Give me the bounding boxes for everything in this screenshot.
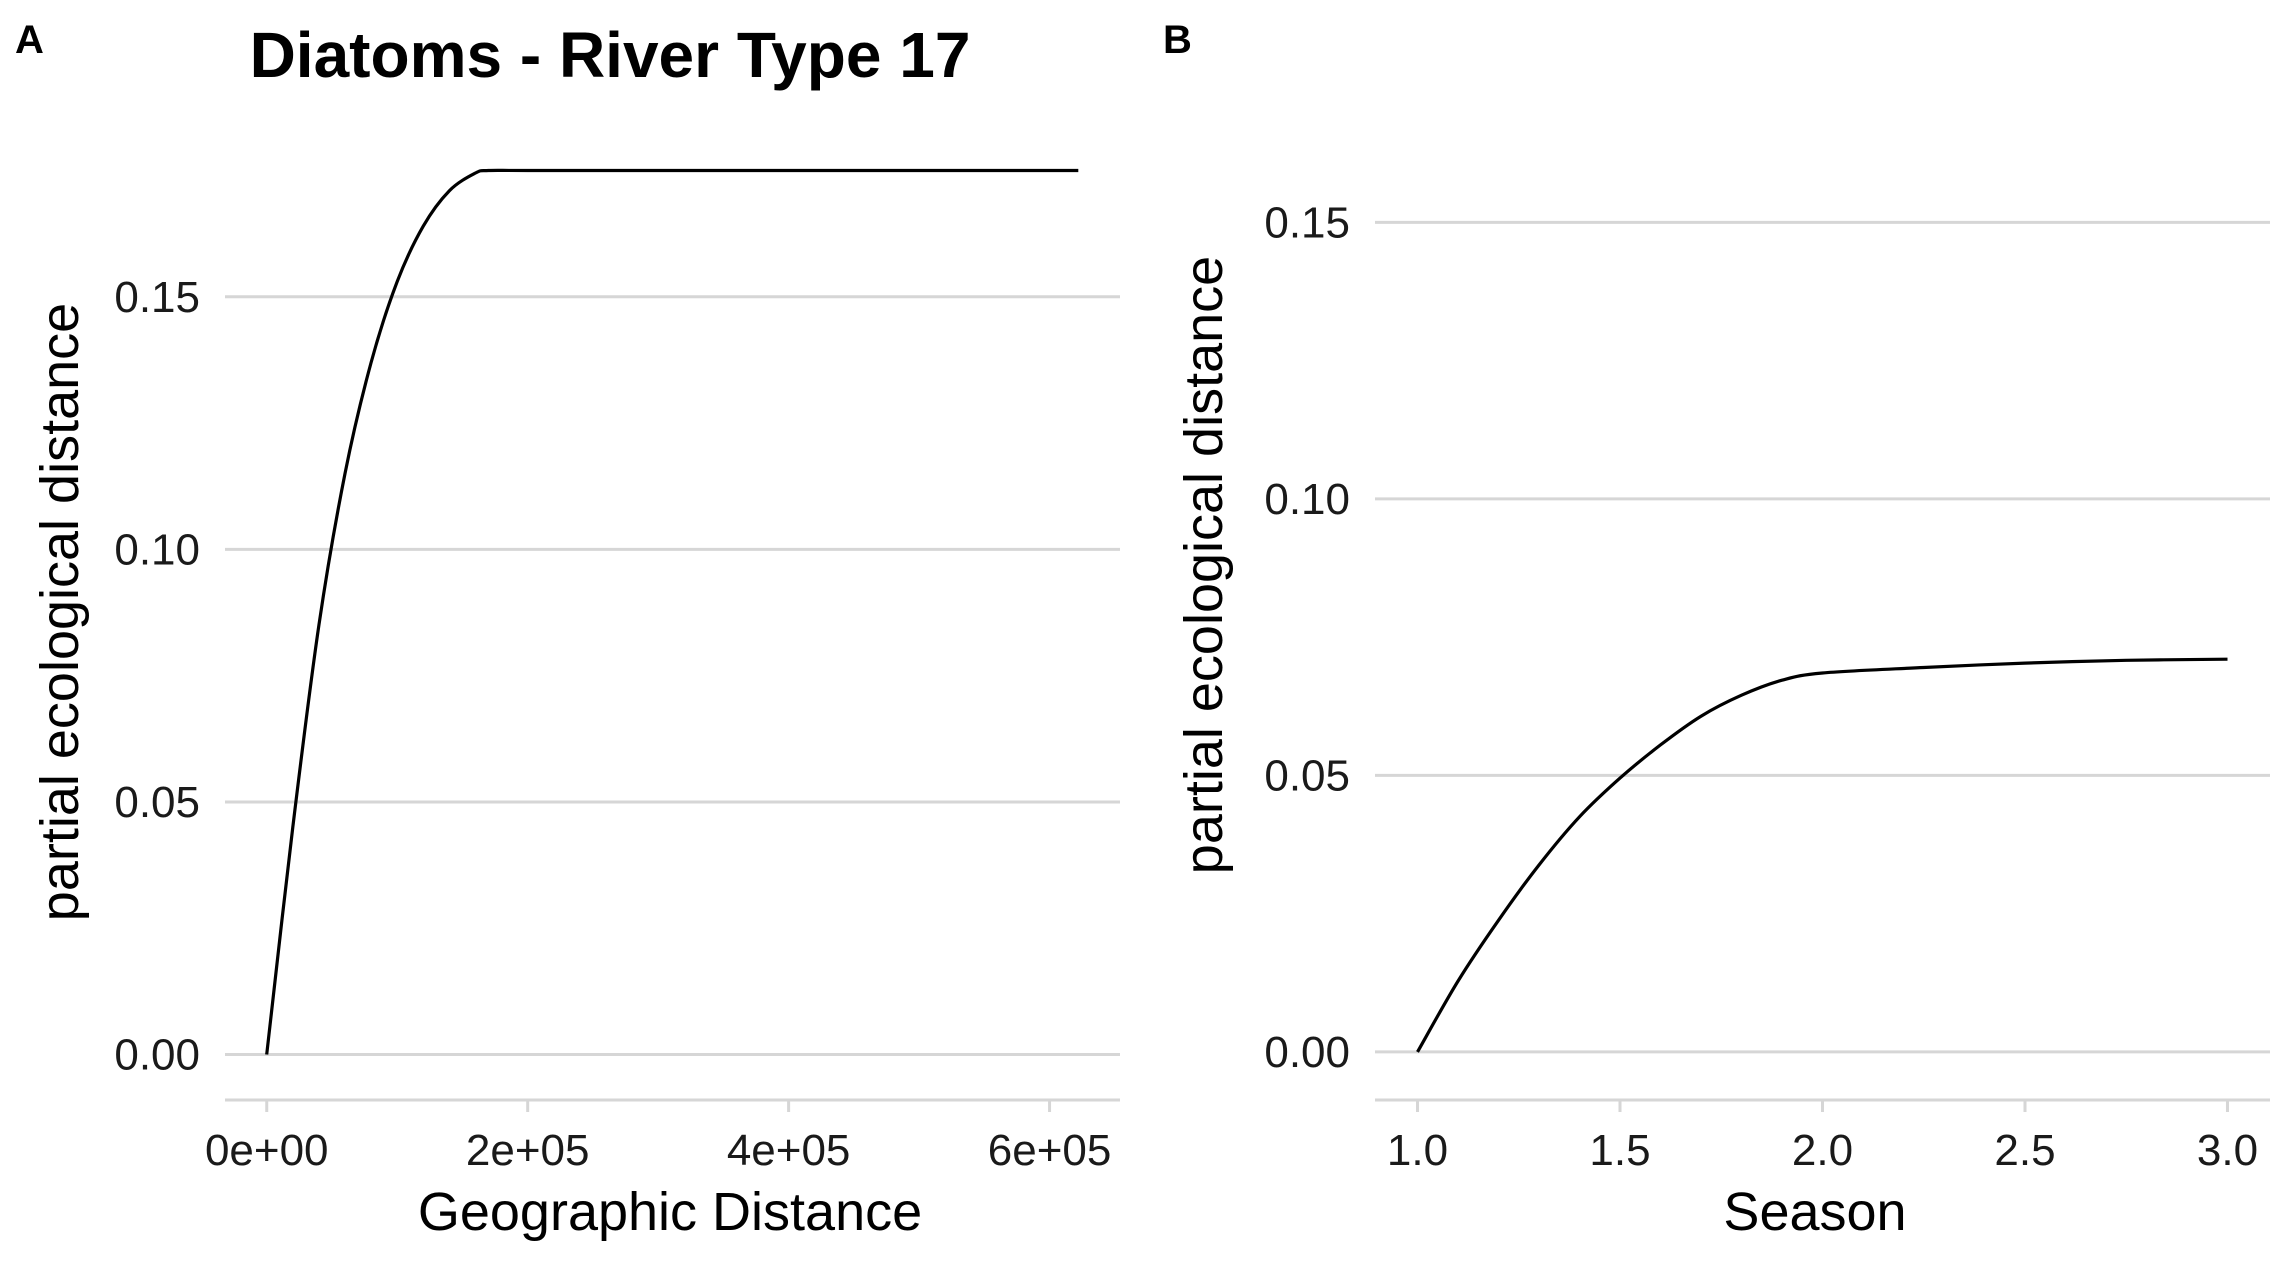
panel-b-x-tick-label: 1.0 — [1387, 1126, 1448, 1175]
panel-a-x-tick-label: 4e+05 — [727, 1126, 851, 1175]
panel-b-y-tick-label: 0.00 — [1264, 1028, 1350, 1077]
panel-b: B 0.00 0.05 0.10 0.15 1.0 1.5 2.0 2.5 3.0 Season… — [1163, 18, 2270, 1242]
panel-a-letter: A — [15, 18, 44, 62]
panel-a-x-tick-label: 2e+05 — [466, 1126, 590, 1175]
panel-a-x-axis-label: Geographic Distance — [418, 1182, 922, 1242]
panel-b-y-tick-label: 0.15 — [1264, 198, 1350, 247]
panel-b-x-axis-label: Season — [1723, 1182, 1906, 1242]
panel-a-x-tick-label: 6e+05 — [988, 1126, 1112, 1175]
panel-a-y-tick-label: 0.10 — [114, 525, 200, 574]
panel-b-x-tick-label: 2.5 — [1994, 1126, 2055, 1175]
panel-b-y-tick-label: 0.05 — [1264, 751, 1350, 800]
panel-a-ticks: 0.00 0.05 0.10 0.15 0e+00 2e+05 4e+05 6e+05 — [114, 273, 1111, 1175]
panel-b-x-tick-label: 2.0 — [1792, 1126, 1853, 1175]
panel-a-gridlines — [225, 295, 1120, 1057]
panel-a: A Diatoms - River Type 17 0.000.050.100.… — [15, 18, 1120, 1242]
panel-b-x-tick-label: 3.0 — [2197, 1126, 2258, 1175]
panel-a-y-axis-label: partial ecological distance — [30, 303, 90, 921]
panel-a-series — [265, 168, 1079, 1055]
panel-a-y-tick-label: 0.15 — [114, 273, 200, 322]
panel-b-series-line — [1416, 657, 2228, 1053]
panel-b-ticks: 0.00 0.05 0.10 0.15 1.0 1.5 2.0 2.5 3.0 — [1264, 198, 2258, 1175]
chart-title: Diatoms - River Type 17 — [250, 19, 971, 91]
panel-b-gridlines — [1375, 220, 2270, 1054]
panel-b-x-tick-label: 1.5 — [1589, 1126, 1650, 1175]
panel-a-y-tick-label: 0.00 — [114, 1031, 200, 1080]
panel-b-series — [1416, 657, 2228, 1053]
panel-b-letter: B — [1163, 18, 1192, 62]
panel-b-y-tick-label: 0.10 — [1264, 475, 1350, 524]
panel-a-series-line — [265, 168, 1079, 1055]
panel-a-y-tick-label: 0.05 — [114, 778, 200, 827]
panel-a-x-tick-label: 0e+00 — [205, 1126, 329, 1175]
panel-b-y-axis-label: partial ecological distance — [1174, 256, 1234, 874]
